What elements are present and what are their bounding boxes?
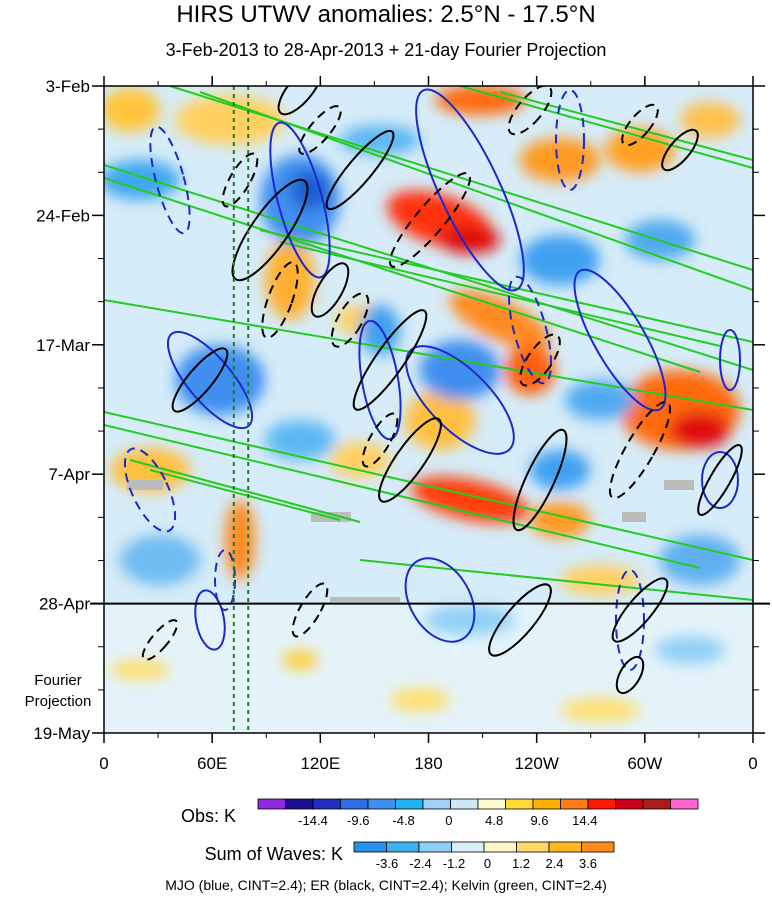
y-tick-label: 19-May (33, 724, 90, 743)
legend-swatch (581, 841, 615, 853)
obs-legend: Obs: K -14.4 -9.6 -4.8 0 4.8 9.6 14.4 (181, 798, 699, 828)
legend-title: Sum of Waves: K (205, 844, 343, 864)
legend-tick-label: -3.6 (376, 856, 398, 871)
legend-swatch (505, 798, 534, 810)
er-contours (171, 86, 743, 695)
legend-tick-label: 1.2 (512, 856, 530, 871)
legend-swatch (257, 798, 286, 810)
missing-data-bar (664, 480, 694, 490)
legend-swatch (353, 841, 387, 853)
y-axis: 3-Feb 24-Feb 17-Mar 7-Apr 28-Apr 19-May (33, 77, 765, 743)
legend-tick-label: -2.4 (409, 856, 431, 871)
projection-label: Fourier Projection (18, 670, 98, 712)
legend-swatch (386, 841, 420, 853)
legend-swatch (483, 841, 517, 853)
y-tick-label: 3-Feb (46, 77, 90, 96)
x-tick-label: 0 (99, 754, 108, 773)
mjo-contours (166, 88, 741, 651)
missing-data-bar (330, 597, 400, 602)
legend-swatch (418, 841, 452, 853)
legend-tick-label: 0 (484, 856, 491, 871)
legend-swatch (587, 798, 616, 810)
legend-swatch (367, 798, 396, 810)
legend-swatch (450, 798, 479, 810)
legend-swatch (670, 798, 699, 810)
x-tick-label: 120W (514, 754, 558, 773)
legend-tick-label: 0 (445, 813, 452, 828)
chart-title: HIRS UTWV anomalies: 2.5°N - 17.5°N (176, 1, 596, 28)
contour-footnote: MJO (blue, CINT=2.4); ER (black, CINT=2.… (165, 877, 607, 893)
legend-tick-label: -14.4 (298, 813, 328, 828)
x-tick-label: 0 (748, 754, 757, 773)
legend-swatch (516, 841, 550, 853)
reference-longitude-lines (232, 86, 250, 733)
legend-tick-label: -1.2 (443, 856, 465, 871)
legend-tick-label: 2.4 (545, 856, 563, 871)
chart-subtitle: 3-Feb-2013 to 28-Apr-2013 + 21-day Fouri… (165, 40, 607, 60)
legend-tick-label: -9.6 (347, 813, 369, 828)
mjo-contours-negative (123, 89, 645, 671)
missing-data-bar (622, 512, 646, 522)
x-tick-label: 120E (300, 754, 340, 773)
legend-swatch (532, 798, 561, 810)
legend-tick-label: -4.8 (392, 813, 414, 828)
x-tick-label: 60W (627, 754, 662, 773)
projection-label-line2: Projection (24, 693, 92, 710)
x-axis: 0 60E 120E 180 120W 60W 0 (99, 76, 758, 773)
legend-tick-label: 9.6 (530, 813, 548, 828)
legend-swatch (642, 798, 671, 810)
legend-swatch (560, 798, 589, 810)
legend-swatch (395, 798, 424, 810)
missing-data-bar (127, 480, 163, 490)
plot-area (104, 86, 753, 733)
legend-tick-label: 4.8 (485, 813, 503, 828)
legend-swatch (548, 841, 582, 853)
legend-swatch (451, 841, 485, 853)
y-tick-label: 24-Feb (36, 206, 90, 225)
projection-label-line1: Fourier (34, 672, 82, 689)
legend-swatch (422, 798, 451, 810)
kelvin-contours (104, 86, 753, 601)
legend-swatch (285, 798, 314, 810)
legend-swatch (477, 798, 506, 810)
waves-legend: Sum of Waves: K -3.6 -2.4 -1.2 0 1.2 2.4 3.6 (205, 841, 615, 871)
x-tick-label: 60E (197, 754, 227, 773)
legend-tick-label: 3.6 (579, 856, 597, 871)
y-tick-label: 7-Apr (48, 465, 90, 484)
legend-swatch (312, 798, 341, 810)
anomaly-field (104, 86, 740, 722)
y-tick-label: 28-Apr (39, 595, 90, 614)
legend-swatch (615, 798, 644, 810)
y-tick-label: 17-Mar (36, 336, 90, 355)
x-tick-label: 180 (414, 754, 442, 773)
legend-tick-label: 14.4 (572, 813, 597, 828)
legend-title: Obs: K (181, 806, 236, 826)
legend-swatch (340, 798, 369, 810)
